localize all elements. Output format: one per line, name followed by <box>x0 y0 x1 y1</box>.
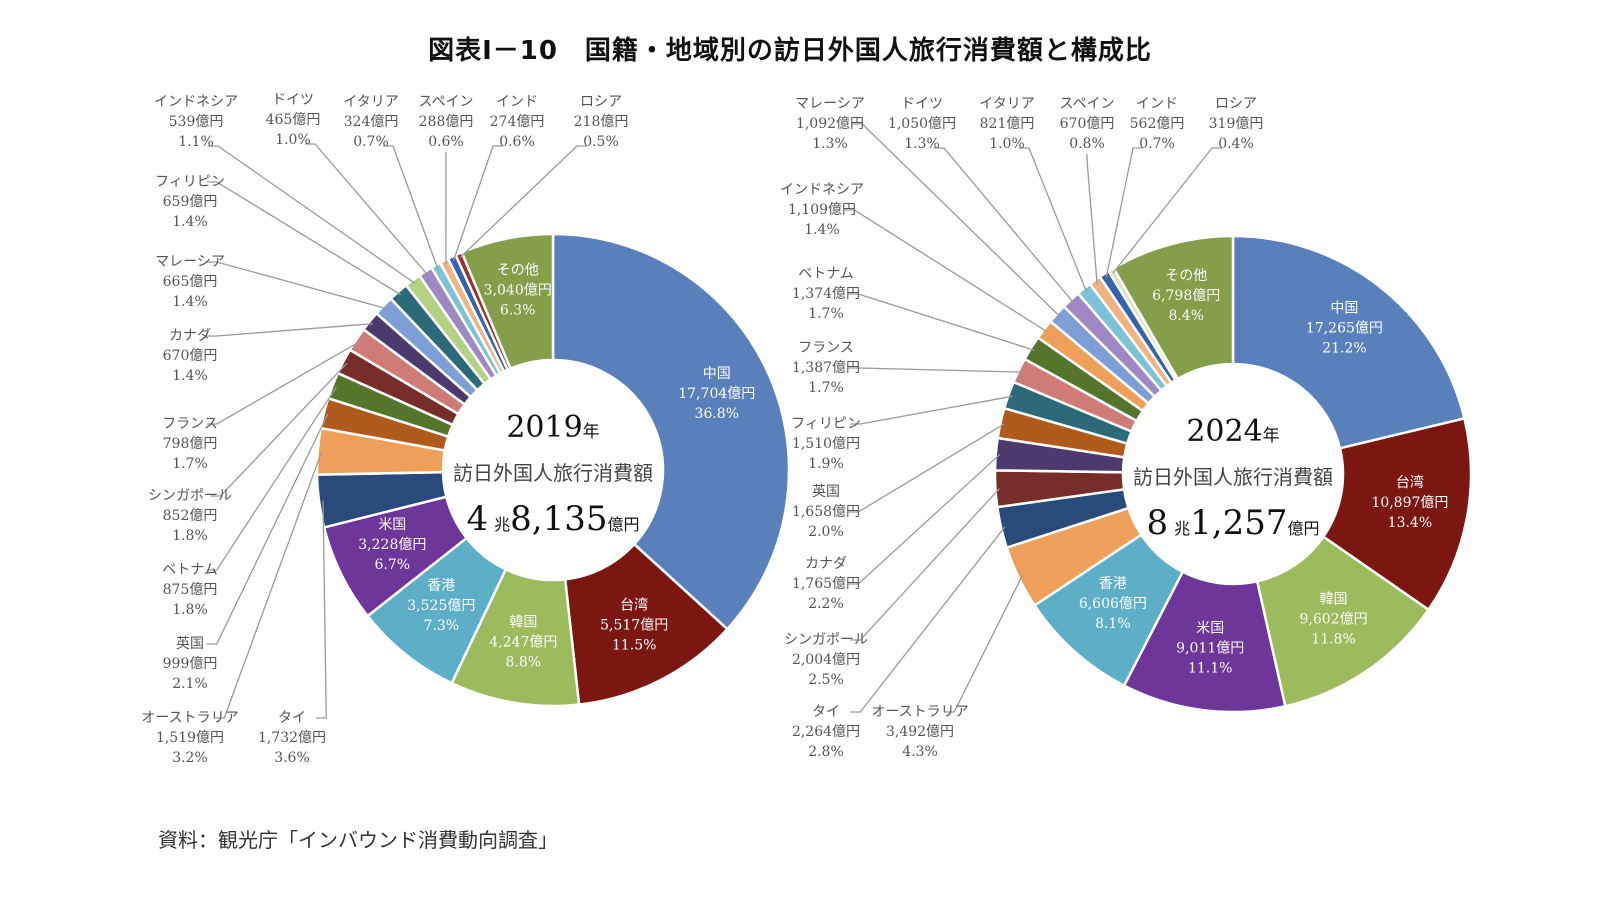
slice-label-2024-6: タイ 2,264億円 2.8% <box>792 704 860 760</box>
center-caption-2024: 訪日外国人旅行消費額 <box>1133 465 1333 489</box>
leader-line-2024-8 <box>848 453 1001 585</box>
leader-line-2019-16 <box>383 145 439 269</box>
slice-2019-20 <box>460 232 555 371</box>
slice-label-2024-12: ベトナム 1,374億円 1.7% <box>792 266 860 322</box>
slice-label-2024-5: オーストラリア 3,492億円 4.3% <box>871 704 968 760</box>
leader-line-2019-5 <box>316 500 327 719</box>
slice-label-2024-0: 中国 17,265億円 21.2% <box>1306 301 1383 357</box>
slice-label-2024-2: 韓国 9,602億円 11.8% <box>1300 591 1368 647</box>
slice-label-2019-20: その他 3,040億円 6.3% <box>484 263 552 319</box>
leader-line-2024-17 <box>1086 154 1098 284</box>
chart-title: 図表Ⅰ－10 国籍・地域別の訪日外国人旅行消費額と構成比 <box>428 36 1152 66</box>
slice-label-2024-9: 英国 1,658億円 2.0% <box>792 483 860 540</box>
leader-line-2024-13 <box>844 209 1048 333</box>
slice-label-2024-19: ロシア 319億円 0.4% <box>1209 96 1264 152</box>
slice-label-2019-11: カナダ 670億円 1.4% <box>163 328 218 384</box>
slice-label-2024-10: フィリピン 1,510億円 1.9% <box>791 416 861 472</box>
source-note: 資料：観光庁「インバウンド消費動向調査」 <box>158 828 558 852</box>
center-2019: 2019年 訪日外国人旅行消費額 4 兆8,135億円 <box>453 410 653 539</box>
slice-label-2024-4: 香港 6,606億円 8.1% <box>1079 576 1147 632</box>
slice-label-2024-18: インド 562億円 0.7% <box>1130 96 1185 152</box>
leader-line-2024-12 <box>848 293 1035 351</box>
slices-2024 <box>993 234 1473 714</box>
slice-label-2024-14: マレーシア 1,092億円 1.3% <box>795 96 865 152</box>
leader-line-2019-6 <box>214 451 323 719</box>
center-year-2019: 2019年 <box>506 410 599 445</box>
leader-line-2024-5 <box>944 575 1023 713</box>
leader-line-2024-9 <box>848 423 1005 513</box>
leader-lines-2019 <box>206 143 587 719</box>
leader-line-2019-14 <box>208 145 416 284</box>
leader-line-2019-13 <box>206 181 402 296</box>
center-year-2024: 2024年 <box>1186 414 1279 449</box>
leader-line-2024-6 <box>850 526 1006 713</box>
leader-line-2024-16 <box>1019 147 1087 292</box>
leader-line-2019-19 <box>459 145 587 258</box>
donut-2019: 中国 17,704億円 36.8% 台湾 5,517億円 11.5% 韓国 4,247億円 8.… <box>141 92 791 766</box>
leader-line-2019-7 <box>206 413 329 645</box>
center-total-2019: 4 兆8,135億円 <box>466 499 639 539</box>
center-caption-2019: 訪日外国人旅行消費額 <box>453 461 653 485</box>
slice-label-2024-13: インドネシア 1,109億円 1.4% <box>780 182 864 238</box>
slice-label-2019-12: マレーシア 665億円 1.4% <box>155 254 225 310</box>
donut-2024: 中国 17,265億円 21.2% 台湾 10,897億円 13.4% 韓国 9,602億円 1… <box>780 96 1473 760</box>
slice-label-2024-20: その他 6,798億円 8.4% <box>1152 268 1220 324</box>
leader-line-2024-19 <box>1112 147 1222 274</box>
slice-label-2019-10: フランス 798億円 1.7% <box>162 416 218 472</box>
leader-lines-2024 <box>844 123 1222 713</box>
slice-label-2019-16: イタリア 324億円 0.7% <box>343 94 398 150</box>
leader-line-2024-10 <box>850 395 1013 425</box>
slice-label-2019-15: ドイツ 465億円 1.0% <box>266 92 321 148</box>
slice-label-2024-15: ドイツ 1,050億円 1.3% <box>888 96 956 152</box>
leader-line-2024-11 <box>848 367 1023 373</box>
slice-label-2024-3: 米国 9,011億円 11.1% <box>1176 621 1244 677</box>
slice-2019-0 <box>551 232 791 631</box>
leader-line-2024-14 <box>852 123 1061 317</box>
slice-label-2024-1: 台湾 10,897億円 13.4% <box>1371 474 1448 531</box>
slice-label-2019-7: 英国 999億円 2.1% <box>163 635 218 692</box>
slice-label-2019-19: ロシア 218億円 0.5% <box>574 94 629 150</box>
slice-label-2024-8: カナダ 1,765億円 2.2% <box>792 556 860 612</box>
slice-label-2019-4: 米国 3,228億円 6.7% <box>358 517 426 573</box>
slice-label-2019-17: スペイン 288億円 0.6% <box>418 94 473 150</box>
leader-line-2024-18 <box>1105 147 1143 278</box>
leader-line-2024-15 <box>934 147 1075 304</box>
slice-label-2024-17: スペイン 670億円 0.8% <box>1059 96 1114 152</box>
slice-2024-20 <box>1111 234 1235 381</box>
slice-label-2019-8: ベトナム 875億円 1.8% <box>162 562 218 618</box>
slices-2019 <box>315 232 791 708</box>
leader-line-2019-15 <box>305 143 429 276</box>
leader-line-2019-10 <box>206 341 361 425</box>
slice-label-2019-0: 中国 17,704億円 36.8% <box>678 366 755 422</box>
leader-line-2019-8 <box>206 386 337 571</box>
leader-line-2019-11 <box>206 323 373 337</box>
slice-label-2019-3: 香港 3,525億円 7.3% <box>407 578 475 634</box>
leader-line-2019-18 <box>452 145 503 261</box>
leader-line-2024-7 <box>850 488 1000 641</box>
slice-label-2024-16: イタリア 821億円 1.0% <box>979 96 1034 152</box>
slice-label-2024-7: シンガポール 2,004億円 2.5% <box>784 632 868 688</box>
slice-labels-2024: 中国 17,265億円 21.2% 台湾 10,897億円 13.4% 韓国 9,602億円 1… <box>780 96 1448 760</box>
slice-label-2019-6: オーストラリア 1,519億円 3.2% <box>141 710 238 766</box>
slice-label-2019-9: シンガポール 852億円 1.8% <box>148 488 232 544</box>
slice-label-2024-11: フランス 1,387億円 1.7% <box>792 340 860 396</box>
slice-label-2019-14: インドネシア 539億円 1.1% <box>154 94 238 150</box>
slice-label-2019-18: インド 274億円 0.6% <box>490 94 545 150</box>
leader-line-2019-9 <box>210 362 348 497</box>
center-total-2024: 8 兆1,257億円 <box>1146 503 1319 543</box>
slice-label-2019-13: フィリピン 659億円 1.4% <box>155 174 225 230</box>
center-2024: 2024年 訪日外国人旅行消費額 8 兆1,257億円 <box>1133 414 1333 543</box>
slice-labels-2019: 中国 17,704億円 36.8% 台湾 5,517億円 11.5% 韓国 4,247億円 8.… <box>141 92 755 766</box>
slice-label-2019-2: 韓国 4,247億円 8.8% <box>489 615 557 671</box>
leader-line-2019-12 <box>206 261 387 310</box>
slice-label-2019-1: 台湾 5,517億円 11.5% <box>600 597 668 654</box>
slice-label-2019-5: タイ 1,732億円 3.6% <box>258 710 326 766</box>
slice-2024-0 <box>1231 234 1466 450</box>
